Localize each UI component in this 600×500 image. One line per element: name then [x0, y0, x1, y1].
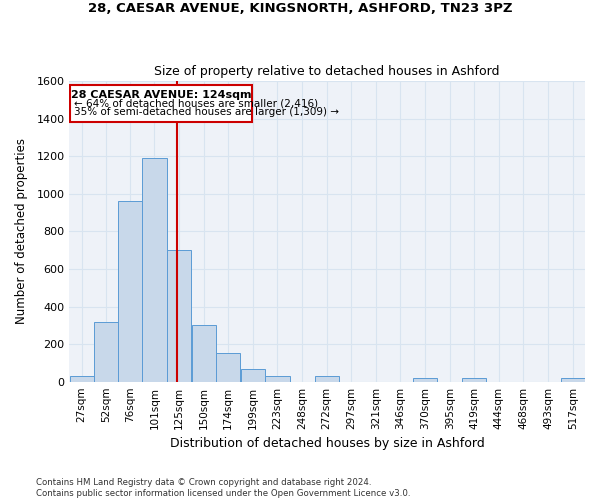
Bar	[216, 354, 241, 382]
X-axis label: Distribution of detached houses by size in Ashford: Distribution of detached houses by size …	[170, 437, 485, 450]
Bar	[314, 376, 339, 382]
Bar	[167, 250, 191, 382]
Text: Contains HM Land Registry data © Crown copyright and database right 2024.
Contai: Contains HM Land Registry data © Crown c…	[36, 478, 410, 498]
Text: 28, CAESAR AVENUE, KINGSNORTH, ASHFORD, TN23 3PZ: 28, CAESAR AVENUE, KINGSNORTH, ASHFORD, …	[88, 2, 512, 16]
Bar	[462, 378, 487, 382]
Bar	[191, 326, 216, 382]
Bar	[241, 370, 265, 382]
Title: Size of property relative to detached houses in Ashford: Size of property relative to detached ho…	[154, 66, 500, 78]
Bar	[70, 376, 94, 382]
Bar	[265, 376, 290, 382]
Bar	[94, 322, 118, 382]
Bar	[118, 202, 142, 382]
Text: 35% of semi-detached houses are larger (1,309) →: 35% of semi-detached houses are larger (…	[74, 107, 339, 117]
Text: 28 CAESAR AVENUE: 124sqm: 28 CAESAR AVENUE: 124sqm	[71, 90, 251, 100]
Bar	[413, 378, 437, 382]
Bar	[142, 158, 167, 382]
Bar	[70, 85, 252, 122]
Y-axis label: Number of detached properties: Number of detached properties	[15, 138, 28, 324]
Text: ← 64% of detached houses are smaller (2,416): ← 64% of detached houses are smaller (2,…	[74, 99, 319, 109]
Bar	[560, 378, 585, 382]
